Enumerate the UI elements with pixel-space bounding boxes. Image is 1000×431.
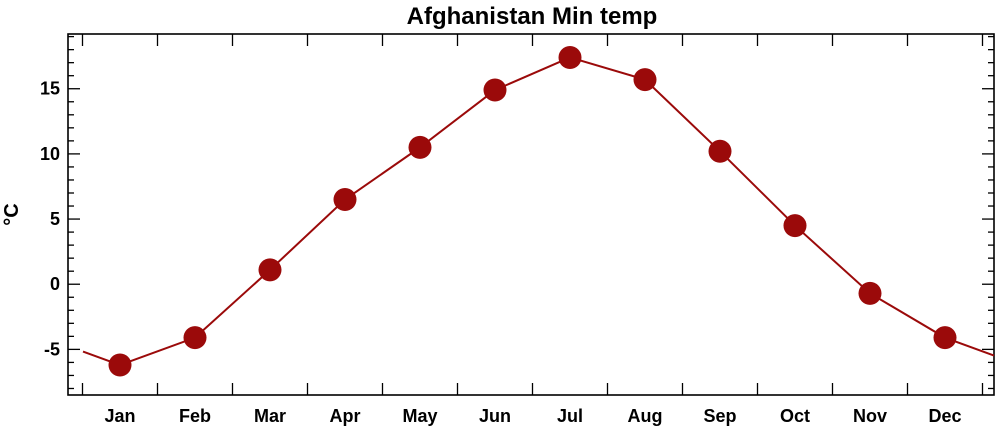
x-tick-label: Dec (928, 406, 961, 426)
x-tick-label: Oct (780, 406, 810, 426)
y-tick-label: -5 (44, 339, 60, 359)
plot-area: -5 0 5 10 15 Jan Feb Mar Apr May Jun Jul Aug Sep Oct No… (40, 33, 995, 426)
x-tick-label: Nov (853, 406, 887, 426)
y-tick-label: 10 (40, 144, 60, 164)
y-tick-label: 5 (50, 209, 60, 229)
data-point (633, 68, 657, 92)
x-tick-label: Jul (557, 406, 583, 426)
data-point (333, 188, 357, 212)
data-point (858, 281, 882, 305)
y-tick-label: 0 (50, 274, 60, 294)
data-point (708, 139, 732, 163)
x-tick-label: Jan (104, 406, 135, 426)
x-tick-label: Sep (703, 406, 736, 426)
plot-frame (67, 33, 995, 396)
x-tick-label: Feb (179, 406, 211, 426)
x-tick-label: Mar (254, 406, 286, 426)
chart-title: Afghanistan Min temp (407, 3, 658, 30)
x-tick-label: Apr (330, 406, 361, 426)
series-line (82, 56, 995, 367)
data-point (183, 326, 207, 350)
data-point (933, 326, 957, 350)
data-point (558, 45, 582, 69)
data-point (108, 353, 132, 377)
y-tick-label: 15 (40, 79, 60, 99)
data-point (783, 214, 807, 238)
y-axis-label: °C (1, 203, 23, 225)
x-tick-label: May (402, 406, 437, 426)
data-point (483, 78, 507, 102)
x-tick-label: Jun (479, 406, 511, 426)
data-point (408, 135, 432, 159)
data-point (258, 258, 282, 282)
x-tick-label: Aug (628, 406, 663, 426)
